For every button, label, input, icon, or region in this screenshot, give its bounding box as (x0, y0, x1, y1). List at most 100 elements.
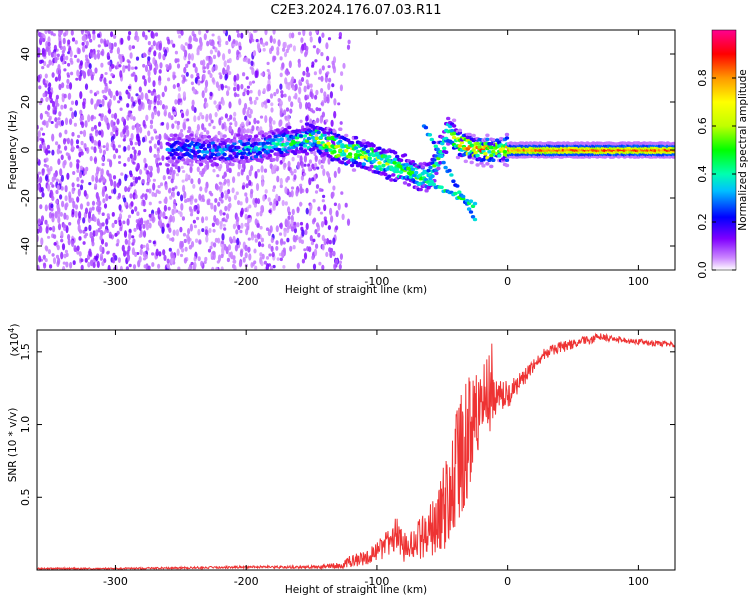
spectrogram-ridge-cell (340, 160, 345, 165)
spectrogram-noise-cell (194, 66, 198, 74)
spectrogram-noise-cell (193, 205, 197, 212)
spectrogram-ridge-cell (316, 130, 321, 135)
spectrogram-noise-cell (102, 198, 106, 204)
spectrogram-noise-cell (250, 188, 254, 195)
spectrogram-noise-cell (310, 241, 314, 246)
spectrogram-noise-cell (168, 227, 172, 233)
spectrogram-noise-cell (162, 249, 166, 256)
spectrogram-noise-cell (99, 235, 103, 241)
spectrogram-noise-cell (170, 115, 174, 121)
spectrogram-noise-cell (222, 30, 226, 34)
spectrogram-noise-cell (152, 240, 156, 245)
spectrogram-noise-cell (100, 38, 104, 44)
spectrogram-noise-cell (69, 49, 73, 58)
spectrogram-noise-cell (192, 63, 196, 68)
spectrogram-noise-cell (148, 104, 152, 108)
spectrogram-noise-cell (271, 251, 275, 258)
spectrogram-ridge-cell (467, 132, 472, 137)
spectrogram-noise-cell (287, 95, 292, 102)
snr-y-label: SNR (10 * v/v) (7, 408, 19, 483)
spectrogram-noise-cell (263, 168, 268, 173)
spectrogram-noise-cell (282, 241, 286, 245)
spectrogram-ridge-cell (479, 161, 484, 165)
spectrogram-noise-cell (323, 94, 327, 102)
spectrogram-ridge-cell (436, 166, 441, 171)
spectrogram-noise-cell (55, 141, 59, 146)
spectrogram-noise-cell (227, 86, 231, 91)
spectrogram-noise-cell (70, 100, 75, 106)
spectrogram-noise-cell (217, 254, 222, 262)
spectrogram-branch-cell (410, 170, 415, 175)
spectrogram-noise-cell (262, 194, 266, 202)
spectrogram-noise-cell (300, 37, 304, 43)
spectrogram-noise-cell (182, 170, 186, 173)
spectrogram-noise-cell (76, 183, 80, 188)
spectrogram-noise-cell (267, 197, 271, 202)
spectrogram-noise-cell (124, 65, 128, 69)
spectrogram-noise-cell (113, 42, 117, 47)
spectrogram-noise-cell (60, 174, 64, 182)
spectrogram-noise-cell (217, 237, 221, 244)
spectrogram-noise-cell (142, 31, 146, 38)
spectrogram-noise-cell (183, 238, 187, 244)
spectrogram-noise-cell (216, 174, 220, 178)
spectrogram-noise-cell (221, 123, 225, 130)
spectrogram-noise-cell (118, 219, 122, 227)
spectrogram-noise-cell (135, 93, 139, 97)
spectrogram-noise-cell (314, 155, 318, 163)
spectrogram-noise-cell (273, 92, 277, 97)
spectrogram-noise-cell (309, 83, 313, 88)
spectrogram-noise-cell (249, 89, 253, 94)
spectrogram-noise-cell (45, 226, 49, 234)
spectrogram-noise-cell (188, 126, 192, 133)
spectrogram-noise-cell (127, 60, 131, 64)
spectrogram-noise-cell (169, 214, 173, 223)
spectrogram-noise-cell (284, 115, 288, 120)
spectrogram-noise-cell (56, 244, 60, 251)
spectrogram-noise-cell (333, 263, 337, 270)
spectrogram-noise-cell (80, 258, 84, 263)
spectrogram-branch-cell (455, 184, 460, 188)
spectrogram-noise-cell (150, 136, 154, 141)
spectrogram-noise-cell (208, 122, 212, 127)
spectrogram-noise-cell (137, 104, 142, 112)
spectrogram-noise-cell (148, 140, 152, 144)
spectrogram-noise-cell (260, 72, 264, 76)
spectrogram-noise-cell (64, 117, 69, 126)
spectrogram-noise-cell (166, 258, 170, 264)
spectrogram-noise-cell (106, 39, 110, 45)
spectrogram-noise-cell (45, 164, 50, 168)
spectrogram-noise-cell (327, 157, 331, 165)
spectrogram-ridge-cell (279, 137, 284, 141)
spectrogram-noise-cell (110, 73, 114, 77)
spectrogram-branch-cell (451, 179, 456, 183)
spectrogram-noise-cell (67, 39, 71, 45)
spectrogram-ridge-cell (187, 136, 192, 141)
spectrogram-noise-cell (329, 91, 333, 99)
spectrogram-ridge-cell (198, 162, 204, 167)
spectrogram-noise-cell (296, 222, 300, 228)
spectrogram-noise-cell (156, 166, 160, 174)
spectrogram-noise-cell (111, 222, 115, 228)
spectrogram-noise-cell (60, 104, 64, 110)
spectrogram-noise-cell (273, 164, 277, 169)
spectrogram-ridge-cell (344, 149, 349, 153)
spectrogram-noise-cell (76, 177, 80, 182)
spectrogram-noise-cell (108, 173, 112, 182)
spectrogram-noise-cell (155, 43, 159, 50)
spectrogram-noise-cell (328, 239, 332, 245)
spectrogram-noise-cell (86, 59, 90, 64)
spectrogram-noise-cell (257, 241, 262, 248)
spectrogram-noise-cell (127, 157, 131, 162)
spectrogram-ridge-cell (263, 145, 268, 149)
spectrogram-noise-cell (308, 31, 312, 37)
spectrogram-noise-cell (296, 206, 300, 214)
spectrogram-noise-cell (255, 38, 259, 43)
spectrogram-noise-cell (128, 44, 132, 51)
spectrogram-noise-cell (58, 111, 62, 117)
spectrogram-noise-cell (201, 194, 205, 201)
spectrogram-noise-cell (213, 215, 217, 223)
spectrogram-noise-cell (233, 81, 237, 87)
spectrogram-ridge-cell (236, 145, 241, 150)
spectrogram-ridge-cell (175, 152, 180, 157)
